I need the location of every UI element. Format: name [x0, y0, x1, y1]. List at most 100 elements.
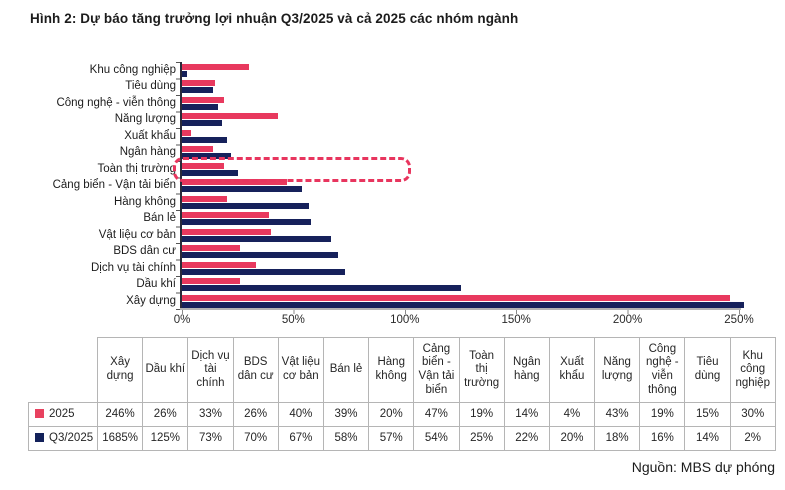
bar-q3-2025 [182, 153, 231, 160]
bar-2025 [182, 228, 272, 235]
table-value-cell: 26% [232, 402, 279, 427]
table-value-cell: 20% [368, 402, 415, 427]
table-column-header: Khu công nghiệp [729, 337, 776, 403]
bar-q3-2025 [182, 268, 345, 275]
bar-group [182, 194, 309, 210]
bar-q3-2025 [182, 71, 187, 77]
y-axis-label: Vật liệu cơ bản [98, 228, 176, 241]
table-column-header: BDS dân cư [232, 337, 279, 403]
bar-q3-2025 [182, 301, 744, 308]
bar-2025 [182, 113, 278, 120]
y-axis-line [180, 62, 182, 310]
x-axis-tick-label: 0% [173, 314, 191, 326]
table-value-cell: 14% [684, 426, 731, 451]
table-column-header: Dầu khí [142, 337, 189, 403]
bar-group [182, 144, 231, 160]
bar-q3-2025 [182, 136, 227, 143]
bar-group [182, 243, 338, 259]
y-axis-label: Tiêu dùng [125, 80, 176, 93]
table-column-header: Bán lẻ [322, 337, 370, 403]
figure-title: Hình 2: Dự báo tăng trưởng lợi nhuận Q3/… [30, 11, 519, 26]
bar-2025 [182, 64, 249, 70]
table-header-row: Xây dựng Dầu khí Dịch vụ tài chính BDS dân … [29, 337, 776, 403]
source-note: Nguồn: MBS dự phóng [631, 459, 775, 475]
table-column-header: Tiêu dùng [684, 337, 731, 403]
table-value-cell: 14% [503, 402, 550, 427]
y-axis-ticks [176, 62, 180, 310]
bar-2025 [182, 212, 269, 219]
table-value-cell: 19% [458, 402, 505, 427]
bar-2025 [182, 146, 214, 153]
table-value-cell: 15% [684, 402, 731, 427]
bar-q3-2025 [182, 120, 223, 127]
table-column-header: Công nghệ - viễn thông [639, 337, 686, 403]
bar-group [182, 293, 744, 309]
table-row: 2025 246% 26% 33% 26% 40% 39% 20% 47% 19% 14% 4% 43%… [28, 402, 776, 427]
x-axis-ticks [182, 310, 741, 314]
table-column-header: Dịch vụ tài chính [187, 337, 234, 403]
bar-2025 [182, 294, 731, 301]
table-value-cell: 57% [368, 426, 415, 451]
legend-label: Q3/2025 [49, 431, 94, 444]
y-axis-label: Dịch vụ tài chính [90, 261, 176, 274]
legend-label: 2025 [49, 407, 75, 420]
table-column-header: Xuất khẩu [548, 337, 596, 403]
bar-q3-2025 [182, 235, 332, 242]
table-value-cell: 40% [277, 402, 324, 427]
bar-group [182, 227, 332, 243]
table-column-header: Năng lượng [594, 337, 641, 403]
y-axis-label: Bán lẻ [143, 212, 176, 225]
table-value-cell: 125% [142, 426, 189, 451]
table-column-header: Vật liệu cơ bản [277, 337, 324, 403]
bar-group [182, 210, 312, 226]
table-value-cell: 18% [594, 426, 641, 451]
table-value-cell: 20% [548, 426, 596, 451]
table-column-header: Toàn thị trường [458, 337, 505, 403]
table-value-cell: 30% [729, 402, 776, 427]
y-axis-label: Công nghệ - viễn thông [56, 96, 176, 109]
y-axis-label: Khu công nghiệp [89, 64, 176, 76]
y-axis-label: Cảng biển - Vận tải biển [52, 179, 176, 192]
bar-q3-2025 [182, 219, 312, 226]
table-value-cell: 246% [96, 402, 144, 427]
table-value-cell: 67% [277, 426, 324, 451]
bar-group [182, 260, 345, 276]
bar-group [182, 177, 303, 193]
bar-2025 [182, 261, 256, 268]
y-axis-label: Hàng không [113, 195, 176, 208]
bar-2025 [182, 96, 225, 103]
bar-q3-2025 [182, 252, 338, 259]
legend-swatch-icon [35, 432, 44, 442]
table-value-cell: 22% [503, 426, 550, 451]
bar-group [182, 62, 249, 78]
table-value-cell: 47% [413, 402, 460, 427]
table-value-cell: 19% [639, 402, 686, 427]
y-axis-label: Xây dựng [126, 294, 176, 307]
bar-q3-2025 [182, 169, 238, 176]
bar-2025 [182, 278, 240, 285]
bar-2025 [182, 80, 216, 87]
bar-q3-2025 [182, 87, 214, 94]
table-corner-blank [29, 338, 98, 403]
bar-q3-2025 [182, 103, 218, 110]
bar-q3-2025 [182, 186, 303, 193]
bar-group [182, 111, 278, 127]
x-axis-line [180, 308, 741, 310]
table-column-header: Hàng không [368, 337, 415, 403]
x-axis-tick-label: 250% [724, 314, 754, 326]
y-axis-label: Năng lượng [114, 113, 176, 126]
table-value-cell: 4% [548, 402, 596, 427]
y-axis-label: Xuất khẩu [124, 129, 176, 142]
table-value-cell: 26% [142, 402, 189, 427]
bar-2025 [182, 129, 191, 136]
table-value-cell: 25% [458, 426, 505, 451]
x-axis-tick-label: 100% [390, 314, 420, 326]
bar-chart: Khu công nghiệp Tiêu dùng Công nghệ - viễn… [52, 62, 754, 326]
bar-group [182, 276, 461, 292]
bar-2025 [182, 245, 240, 252]
table-value-cell: 54% [413, 426, 460, 451]
table-value-cell: 16% [639, 426, 686, 451]
table-column-header: Ngân hàng [503, 337, 550, 403]
table-column-header: Cảng biển - Vận tải biển [413, 337, 460, 403]
